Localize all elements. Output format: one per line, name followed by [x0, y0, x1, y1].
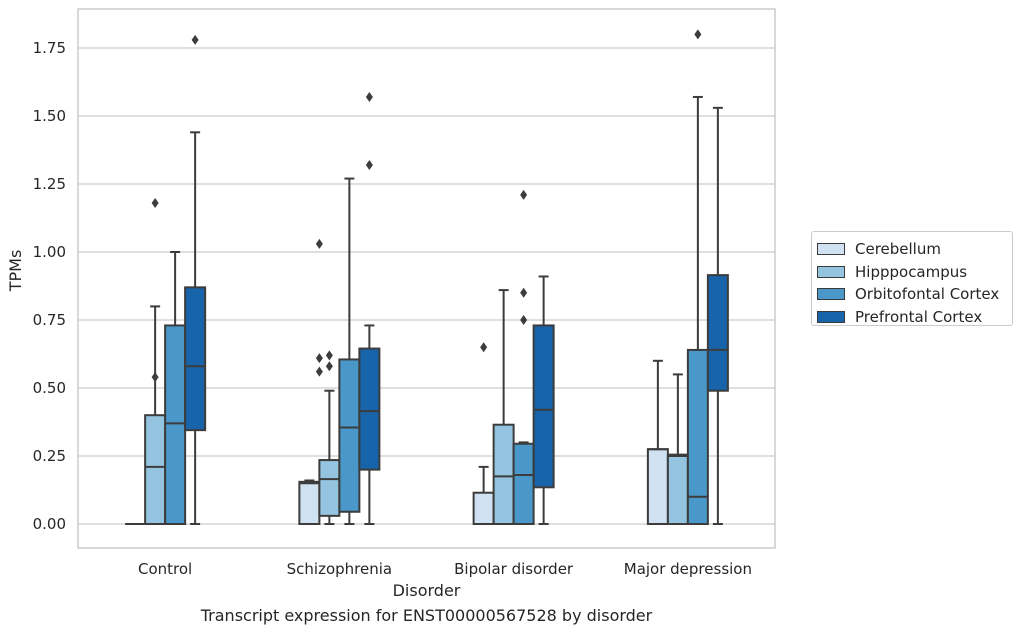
- legend-item-hippocampus: Hipppocampus: [817, 261, 1012, 284]
- box-prefrontal-cortex-0: [184, 34, 207, 525]
- legend: Cerebellum Hipppocampus Orbitofontal Cor…: [811, 231, 1013, 326]
- box-orbitofontal-cortex-1: [338, 177, 361, 525]
- outlier-point: [151, 198, 159, 209]
- box-iqr: [512, 442, 535, 526]
- outlier-point: [315, 353, 323, 364]
- y-tick-label: 1.00: [33, 243, 66, 261]
- box-iqr: [358, 347, 381, 471]
- x-tick-label: Schizophrenia: [287, 560, 392, 578]
- box-iqr: [144, 414, 167, 526]
- outlier-point: [151, 372, 159, 383]
- legend-swatch: [817, 311, 845, 324]
- legend-swatch: [817, 243, 845, 256]
- outlier-point: [325, 361, 333, 372]
- box-prefrontal-cortex-2: [532, 275, 555, 525]
- outlier-point: [520, 189, 528, 200]
- y-tick-label: 1.25: [33, 175, 66, 193]
- legend-swatch: [817, 288, 845, 301]
- outlier-point: [520, 287, 528, 298]
- box-iqr: [686, 348, 709, 526]
- box-groups: [125, 29, 729, 526]
- legend-label: Prefrontal Cortex: [855, 308, 983, 327]
- axes: 0.00 0.25 0.50 0.75 1.00 1.25 1.50 1.75 Control S…: [6, 8, 776, 600]
- box-hipppocampus-1: [318, 350, 341, 525]
- box-hipppocampus-2: [492, 289, 515, 525]
- outlier-point: [365, 159, 373, 170]
- box-prefrontal-cortex-1: [358, 91, 381, 525]
- chart-title: Transcript expression for ENST0000056752…: [200, 606, 653, 625]
- y-tick-label: 1.75: [33, 39, 66, 57]
- outlier-point: [315, 366, 323, 377]
- box-prefrontal-cortex-3: [706, 106, 729, 525]
- box-cerebellum-1: [298, 479, 321, 525]
- x-tick-label: Bipolar disorder: [454, 560, 574, 578]
- outlier-point: [315, 238, 323, 249]
- plot-frame: [77, 8, 776, 549]
- box-iqr: [472, 491, 495, 526]
- box-iqr: [492, 423, 515, 525]
- box-orbitofontal-cortex-2: [512, 189, 535, 526]
- outlier-point: [325, 350, 333, 361]
- box-cerebellum-2: [472, 342, 495, 526]
- box-iqr: [666, 453, 689, 526]
- box-iqr: [318, 459, 341, 517]
- box-iqr: [338, 358, 361, 513]
- box-hipppocampus-3: [666, 373, 689, 526]
- box-iqr: [164, 324, 187, 525]
- box-iqr: [646, 448, 669, 526]
- y-tick-label: 0.25: [33, 447, 66, 465]
- y-tick-label: 0.00: [33, 515, 66, 533]
- box-iqr: [706, 274, 729, 392]
- legend-swatch: [817, 265, 845, 278]
- y-tick-label: 0.50: [33, 379, 66, 397]
- outlier-point: [520, 315, 528, 325]
- y-tick-label: 1.50: [33, 107, 66, 125]
- box-iqr: [532, 324, 555, 489]
- legend-item-orbitofrontal: Orbitofontal Cortex: [817, 283, 1012, 306]
- legend-label: Orbitofontal Cortex: [855, 285, 1000, 304]
- outlier-point: [480, 342, 488, 353]
- box-orbitofontal-cortex-0: [164, 251, 187, 525]
- legend-item-prefrontal: Prefrontal Cortex: [817, 306, 1012, 329]
- outlier-point: [191, 34, 199, 45]
- y-tick-label: 0.75: [33, 311, 66, 329]
- outlier-point: [365, 91, 373, 102]
- x-tick-label: Major depression: [624, 560, 752, 578]
- box-orbitofontal-cortex-3: [686, 29, 709, 526]
- y-axis-label: TPMs: [6, 250, 25, 293]
- legend-label: Hipppocampus: [855, 262, 968, 281]
- x-tick-label: Control: [138, 560, 192, 578]
- box-iqr: [184, 286, 207, 432]
- box-iqr: [298, 480, 321, 525]
- box-hipppocampus-0: [144, 198, 167, 526]
- box-cerebellum-3: [646, 359, 669, 526]
- legend-item-cerebellum: Cerebellum: [817, 238, 1012, 261]
- outlier-point: [694, 29, 702, 40]
- x-axis-label: Disorder: [393, 581, 461, 600]
- legend-label: Cerebellum: [855, 240, 941, 259]
